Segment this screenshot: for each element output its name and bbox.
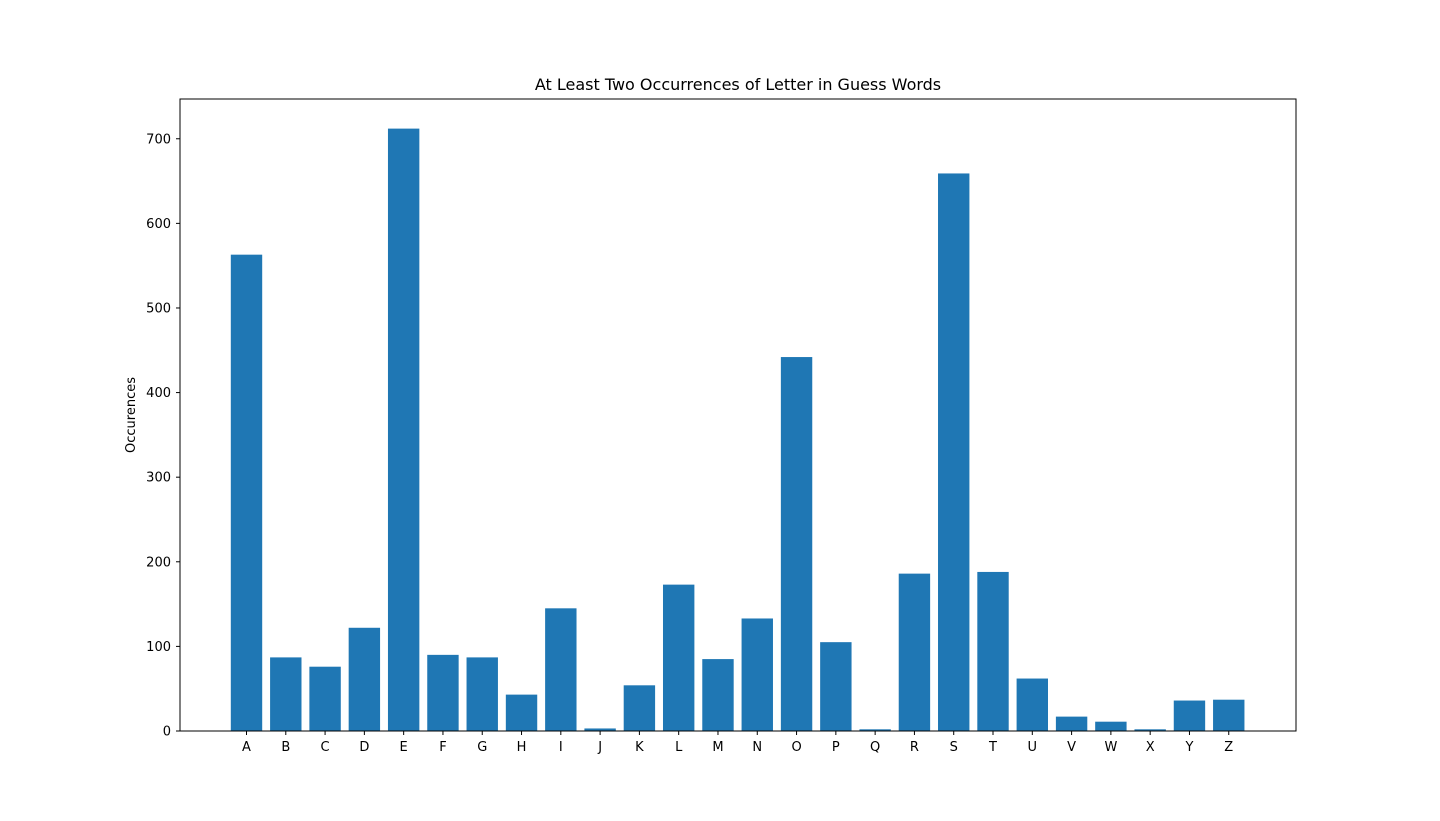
y-tick-label: 400 <box>146 386 171 401</box>
x-tick-label: X <box>1146 740 1155 755</box>
x-tick-label: L <box>675 740 683 755</box>
bar-a <box>230 254 263 732</box>
x-tick-label: J <box>597 740 602 755</box>
y-tick-label: 0 <box>163 725 171 740</box>
x-tick-label: U <box>1028 740 1038 755</box>
bar-f <box>427 654 459 731</box>
x-tick-label: Y <box>1184 740 1193 755</box>
bar-o <box>780 357 813 731</box>
chart-title: At Least Two Occurrences of Letter in Gu… <box>535 75 941 94</box>
bar-q <box>859 729 891 731</box>
bar-b <box>270 657 302 731</box>
plot-frame <box>179 98 1297 732</box>
bar-h <box>505 694 538 731</box>
bar-x <box>1134 729 1166 731</box>
x-tick-label: E <box>400 740 408 755</box>
y-tick-label: 500 <box>146 301 171 316</box>
x-tick-label: M <box>712 740 723 755</box>
bar-y <box>1173 700 1206 731</box>
y-axis-label: Occurences <box>124 377 139 453</box>
bar-i <box>545 608 577 731</box>
x-tick-label: Q <box>870 740 880 755</box>
y-tick-label: 600 <box>146 217 171 232</box>
bars-group <box>230 128 1245 732</box>
bar-s <box>938 173 970 731</box>
bar-v <box>1055 716 1088 731</box>
x-tick-label: G <box>477 740 487 755</box>
y-axis-ticks: 0 100 200 300 400 500 600 700 <box>146 132 180 740</box>
x-tick-label: S <box>950 740 958 755</box>
x-tick-label: K <box>635 740 644 755</box>
bar-p <box>820 642 852 731</box>
x-tick-label: A <box>242 740 251 755</box>
x-tick-label: D <box>359 740 369 755</box>
x-tick-label: T <box>988 740 997 755</box>
bar-l <box>662 584 695 731</box>
x-tick-label: N <box>752 740 762 755</box>
bar-d <box>348 627 381 731</box>
x-tick-label: I <box>559 740 563 755</box>
x-tick-label: V <box>1067 740 1076 755</box>
bar-c <box>309 666 341 731</box>
x-tick-label: H <box>517 740 527 755</box>
y-tick-label: 300 <box>146 471 171 486</box>
x-tick-label: W <box>1104 740 1117 755</box>
x-tick-label: P <box>832 740 840 755</box>
x-tick-label: O <box>791 740 801 755</box>
x-tick-label: B <box>281 740 290 755</box>
bar-n <box>741 618 773 731</box>
x-tick-label: Z <box>1224 740 1233 755</box>
bar-m <box>702 659 734 731</box>
bar-w <box>1095 721 1127 731</box>
y-tick-label: 100 <box>146 640 171 655</box>
bar-r <box>898 573 931 731</box>
bar-j <box>584 728 616 731</box>
bar-e <box>387 128 420 732</box>
x-tick-label: C <box>321 740 330 755</box>
x-tick-label: R <box>910 740 919 755</box>
x-tick-label: F <box>439 740 446 755</box>
bar-t <box>977 571 1009 731</box>
bar-u <box>1016 678 1048 731</box>
bar-g <box>466 657 498 731</box>
x-axis-ticks: A B C D E F G H I J K L M N O P Q R S T U V W X Y Z <box>242 731 1233 755</box>
bar-z <box>1213 699 1245 731</box>
y-tick-label: 700 <box>146 132 171 147</box>
y-tick-label: 200 <box>146 555 171 570</box>
bar-k <box>623 685 656 731</box>
